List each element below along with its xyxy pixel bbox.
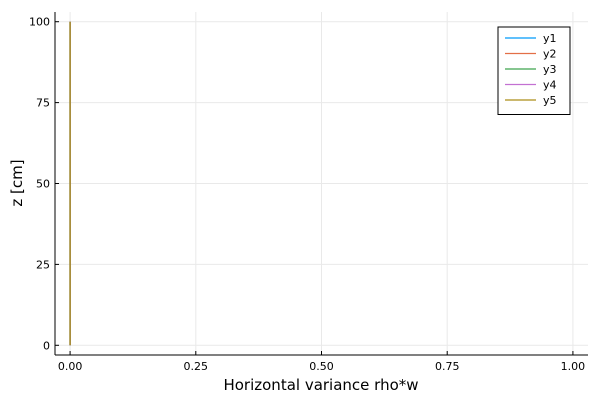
legend: y1 y2 y3 y4 y5	[497, 26, 571, 115]
x-tick-labels: 0.00 0.25 0.50 0.75 1.00	[58, 360, 585, 373]
y-tick-label-3: 75	[36, 97, 50, 110]
legend-label-y5: y5	[543, 94, 557, 107]
y-tick-label-0: 0	[43, 339, 50, 352]
legend-label-y4: y4	[543, 79, 557, 92]
legend-box	[497, 26, 571, 115]
legend-label-y2: y2	[543, 48, 557, 61]
x-tick-label-1: 0.25	[184, 360, 209, 373]
x-tick-label-4: 1.00	[561, 360, 586, 373]
x-tick-label-3: 0.75	[435, 360, 460, 373]
y-tick-labels: 0 25 50 75 100	[29, 16, 50, 353]
y-tick-label-4: 100	[29, 16, 50, 29]
x-tick-label-0: 0.00	[58, 360, 83, 373]
y-tick-label-2: 50	[36, 178, 50, 191]
legend-label-y3: y3	[543, 63, 557, 76]
legend-label-y1: y1	[543, 32, 557, 45]
x-tick-label-2: 0.50	[309, 360, 334, 373]
y-axis-label: z [cm]	[8, 159, 26, 206]
y-tick-label-1: 25	[36, 258, 50, 271]
axes	[54, 12, 588, 356]
x-axis-label: Horizontal variance rho*w	[223, 376, 418, 394]
